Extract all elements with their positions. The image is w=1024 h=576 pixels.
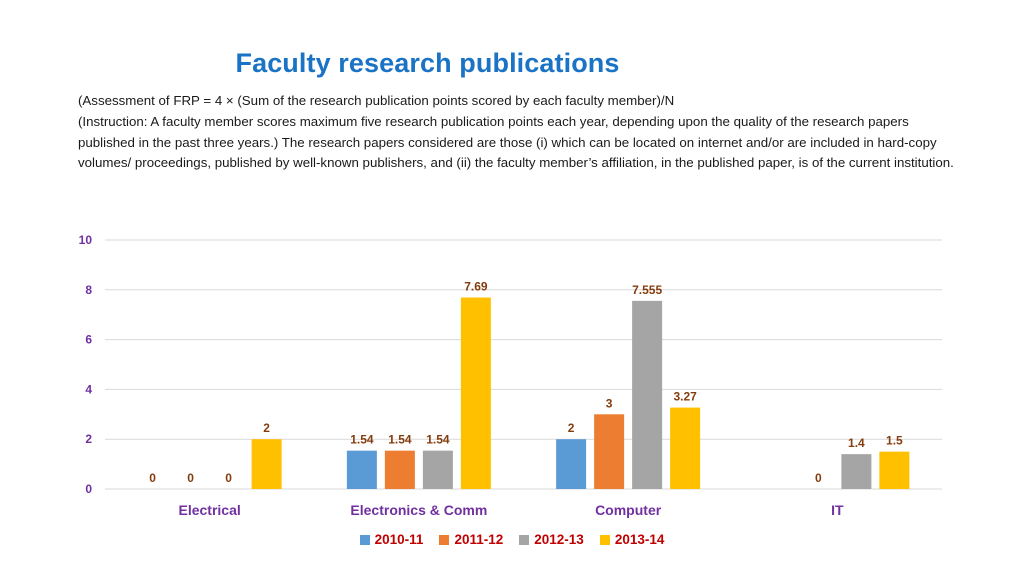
data-label: 1.5 — [886, 434, 903, 448]
y-tick-label: 4 — [85, 382, 92, 396]
description: (Assessment of FRP = 4 × (Sum of the res… — [78, 91, 958, 174]
data-label: 7.69 — [464, 280, 488, 294]
slide-title: Faculty research publications — [235, 48, 620, 78]
x-category-label: IT — [831, 502, 844, 518]
bar — [594, 414, 625, 489]
data-label: 2 — [263, 421, 270, 435]
legend-label: 2010-11 — [374, 532, 424, 547]
legend-item: 2010-11 — [359, 532, 424, 547]
legend-item: 2011-12 — [439, 532, 503, 547]
data-label: 1.54 — [426, 433, 450, 447]
legend-swatch — [359, 534, 370, 545]
bar — [670, 407, 701, 489]
x-category-label: Electronics & Comm — [350, 502, 487, 518]
legend-item: 2012-13 — [519, 532, 584, 547]
data-label: 2 — [568, 421, 575, 435]
legend-label: 2012-13 — [534, 532, 584, 547]
bar — [251, 439, 282, 489]
bar — [460, 297, 491, 489]
legend-swatch — [439, 534, 450, 545]
bar — [346, 450, 377, 489]
bar — [632, 300, 663, 489]
legend-label: 2011-12 — [454, 532, 504, 547]
x-category-label: Electrical — [178, 502, 240, 518]
data-label: 1.54 — [350, 433, 374, 447]
data-label: 3 — [606, 396, 613, 410]
data-label: 0 — [187, 471, 194, 485]
x-category-label: Computer — [595, 502, 662, 518]
y-tick-label: 8 — [85, 283, 92, 297]
data-label: 0 — [225, 471, 232, 485]
legend-item: 2013-14 — [599, 532, 665, 547]
bar — [556, 439, 587, 489]
y-tick-label: 6 — [85, 333, 92, 347]
data-label: 3.27 — [673, 390, 697, 404]
data-label: 0 — [815, 471, 822, 485]
data-label: 7.555 — [632, 283, 662, 297]
legend-swatch — [599, 534, 610, 545]
bar — [879, 451, 910, 489]
y-tick-label: 0 — [85, 482, 92, 496]
legend-label: 2013-14 — [614, 532, 665, 547]
data-label: 0 — [149, 471, 156, 485]
formula-text: (Assessment of FRP = 4 × (Sum of the res… — [78, 93, 675, 108]
data-label: 1.54 — [388, 433, 412, 447]
y-tick-label: 10 — [79, 233, 93, 247]
data-label: 1.4 — [848, 436, 865, 450]
legend-swatch — [519, 534, 530, 545]
bar — [841, 454, 872, 489]
bar — [422, 450, 453, 489]
bar — [384, 450, 415, 489]
chart-legend: 2010-11 2011-12 2012-13 2013-14 — [0, 532, 1024, 547]
y-tick-label: 2 — [85, 432, 92, 446]
instruction-text: (Instruction: A faculty member scores ma… — [78, 113, 954, 171]
